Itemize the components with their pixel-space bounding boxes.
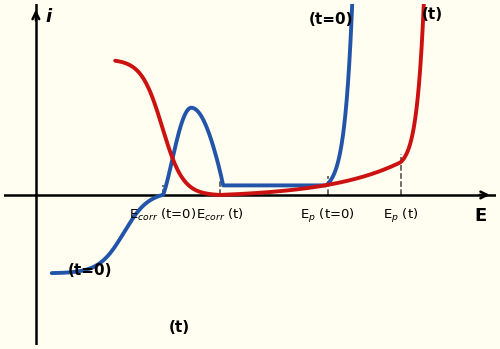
Text: (t): (t): [422, 7, 443, 22]
Text: E$_p$ (t): E$_p$ (t): [383, 207, 418, 225]
Text: E$_p$ (t=0): E$_p$ (t=0): [300, 207, 355, 225]
Text: i: i: [46, 8, 52, 26]
Text: E: E: [474, 207, 486, 225]
Text: (t): (t): [169, 320, 190, 335]
Text: (t=0): (t=0): [68, 263, 112, 278]
Text: E$_{corr}$ (t=0): E$_{corr}$ (t=0): [129, 207, 196, 223]
Text: (t=0): (t=0): [308, 12, 353, 27]
Text: E$_{corr}$ (t): E$_{corr}$ (t): [196, 207, 244, 223]
